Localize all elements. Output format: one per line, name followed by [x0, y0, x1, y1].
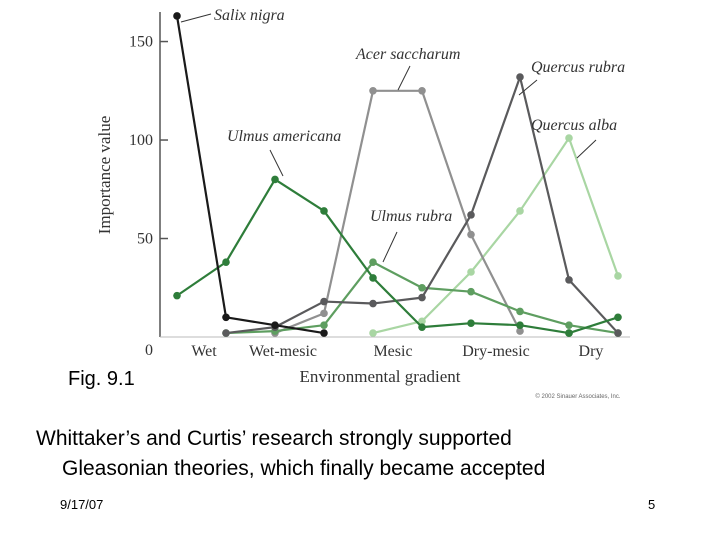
data-point [418, 317, 426, 326]
data-point [369, 274, 377, 282]
data-point [516, 207, 524, 215]
data-point [320, 309, 328, 318]
series-line [175, 15, 325, 335]
caption-line-1: Whittaker’s and Curtis’ research strongl… [36, 427, 512, 450]
annotation-leader-line [576, 139, 597, 159]
data-point [516, 321, 524, 329]
chart-axes: 0 50 100 150 Importance value Wet Wet-mesic Mes… [95, 12, 630, 400]
data-point [565, 134, 573, 142]
data-point [418, 283, 426, 292]
annotation-leader-line [397, 65, 411, 91]
y-tick-label: 100 [129, 132, 153, 149]
data-point [467, 287, 475, 296]
figure-label: Fig. 9.1 [68, 368, 135, 390]
data-point [614, 329, 622, 337]
data-point [467, 319, 475, 328]
data-point [271, 321, 279, 329]
x-category-label: Dry-mesic [462, 343, 530, 360]
species-annotation: Ulmus americana [227, 128, 341, 145]
chart-series [173, 12, 622, 337]
x-category-label: Mesic [373, 343, 412, 360]
x-axis-label: Environmental gradient [300, 367, 461, 386]
slide-date: 9/17/07 [60, 497, 104, 512]
data-point [418, 293, 426, 302]
data-point [222, 258, 230, 266]
data-point [369, 299, 377, 308]
data-point [614, 313, 622, 322]
data-point [369, 258, 377, 266]
data-point [565, 276, 573, 284]
data-point [173, 291, 181, 300]
data-point [271, 175, 279, 184]
annotation-leader-line [269, 149, 284, 177]
y-tick-label: 150 [129, 34, 153, 51]
annotation-leader-line [382, 231, 398, 263]
x-category-label: Wet [191, 343, 217, 360]
data-point [614, 272, 622, 280]
data-point [369, 329, 377, 337]
slide-caption: Whittaker’s and Curtis’ research strongl… [36, 424, 676, 484]
data-point [467, 268, 475, 276]
species-annotation: Quercus rubra [531, 59, 625, 76]
y-tick-label: 50 [137, 231, 153, 248]
species-annotation: Salix nigra [214, 7, 285, 24]
data-point [565, 321, 573, 329]
data-point [467, 230, 475, 239]
series-line [274, 89, 521, 335]
data-point [516, 307, 524, 316]
series-line [372, 136, 620, 335]
species-annotation: Ulmus rubra [370, 208, 452, 225]
importance-value-chart: 0 50 100 150 Importance value Wet Wet-mesic Mes… [95, 7, 630, 400]
annotation-leader-line [180, 13, 212, 23]
data-point [320, 207, 328, 215]
data-point [173, 12, 181, 20]
data-point [222, 313, 230, 322]
data-point [516, 73, 524, 81]
data-point [320, 329, 328, 337]
data-point [320, 297, 328, 306]
copyright-notice: © 2002 Sinauer Associates, Inc. [535, 393, 620, 400]
species-annotation: Quercus alba [531, 117, 617, 134]
caption-line-2: Gleasonian theories, which finally becam… [62, 457, 546, 480]
x-category-label: Dry [579, 343, 604, 360]
species-annotation: Acer saccharum [355, 46, 460, 63]
y-axis-label: Importance value [95, 116, 114, 234]
data-point [222, 329, 230, 337]
page-number: 5 [648, 497, 656, 512]
series-line [568, 316, 619, 335]
data-point [516, 327, 524, 335]
x-category-label: Wet-mesic [249, 343, 317, 360]
y-tick-label: 0 [145, 342, 153, 359]
annotation-leader-line [518, 79, 538, 96]
data-point [418, 323, 426, 331]
chart-labels: Salix nigra Acer saccharum Quercus rubra Ul… [180, 7, 625, 263]
data-point [418, 86, 426, 95]
data-point [467, 211, 475, 219]
data-point [565, 329, 573, 337]
data-point [320, 321, 328, 329]
data-point [369, 86, 377, 95]
